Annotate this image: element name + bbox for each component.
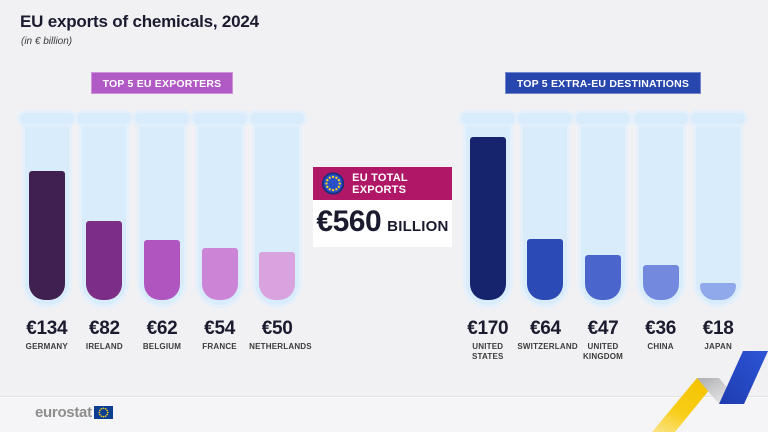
group-eu-exporters: TOP 5 EU EXPORTERS €134 GERMANY €82 IREL… <box>18 72 312 352</box>
test-tube-row: €170 UNITED STATES €64 SWITZERLAND €47 U… <box>459 113 747 363</box>
tube-body <box>580 119 625 305</box>
test-tube-column: €36 CHINA <box>632 113 690 363</box>
eu-flag-icon <box>322 172 345 195</box>
country-label: NETHERLANDS <box>249 342 312 351</box>
value-label: €50 <box>261 318 293 339</box>
tube-body <box>696 119 741 305</box>
extra-eu-destinations-badge: TOP 5 EXTRA-EU DESTINATIONS <box>504 72 702 94</box>
tube-lip <box>134 113 189 124</box>
country-label: BELGIUM <box>142 342 182 351</box>
test-tube-column: €64 SWITZERLAND <box>517 113 578 363</box>
tube-fill <box>143 240 180 300</box>
tube-lip <box>19 113 74 124</box>
test-tube-column: €54 FRANCE <box>191 113 249 352</box>
value-label: €62 <box>146 318 178 339</box>
test-tube-column: €18 JAPAN <box>689 113 747 363</box>
country-label: SWITZERLAND <box>517 342 578 351</box>
tube-lip <box>460 113 515 124</box>
tube-lip <box>575 113 630 124</box>
value-label: €36 <box>645 318 676 339</box>
tube-fill <box>86 221 123 300</box>
eu-exporters-badge: TOP 5 EU EXPORTERS <box>90 72 234 94</box>
test-tube-column: €82 IRELAND <box>76 113 134 352</box>
country-label: UNITED KINGDOM <box>582 342 624 362</box>
page-subtitle: (in € billion) <box>21 36 73 47</box>
tube-body <box>638 119 683 305</box>
value-label: €170 <box>467 318 509 339</box>
country-label: IRELAND <box>85 342 123 351</box>
tube-fill <box>584 255 621 300</box>
tube-fill <box>469 137 506 300</box>
eu-total-exports-badge: EU TOTAL EXPORTS <box>313 167 452 200</box>
tube-lip <box>250 113 305 124</box>
tube-fill <box>201 248 238 300</box>
eu-total-exports-block: EU TOTAL EXPORTS €560 BILLION <box>313 167 452 247</box>
total-value: €560 <box>316 205 382 238</box>
eurostat-logo: eurostat <box>35 404 113 421</box>
trend-arrow-decoration <box>652 351 768 432</box>
test-tube-column: €47 UNITED KINGDOM <box>574 113 632 363</box>
tube-body <box>197 119 242 305</box>
country-label: GERMANY <box>25 342 68 351</box>
tube-lip <box>192 113 247 124</box>
group-extra-eu-destinations: TOP 5 EXTRA-EU DESTINATIONS €170 UNITED … <box>459 72 747 363</box>
tube-body <box>255 119 300 305</box>
test-tube-column: €170 UNITED STATES <box>459 113 517 363</box>
tube-fill <box>700 283 737 300</box>
tube-lip <box>691 113 746 124</box>
eu-total-exports-label: EU TOTAL EXPORTS <box>352 171 408 196</box>
value-label: €82 <box>88 318 120 339</box>
value-label: €54 <box>204 318 235 339</box>
country-label: UNITED STATES <box>472 342 504 362</box>
eurostat-logo-text: eurostat <box>35 404 92 421</box>
tube-body <box>139 119 184 305</box>
country-label: FRANCE <box>202 342 237 351</box>
tube-body <box>523 119 568 305</box>
value-label: €64 <box>529 318 561 339</box>
test-tube-row: €134 GERMANY €82 IRELAND €62 BELGIUM €54… <box>18 113 312 352</box>
eu-flag-small-icon <box>93 406 113 419</box>
tube-lip <box>77 113 132 124</box>
total-unit: BILLION <box>387 218 449 235</box>
tube-body <box>82 119 127 305</box>
badge-row: TOP 5 EU EXPORTERS <box>18 72 306 94</box>
badge-row: TOP 5 EXTRA-EU DESTINATIONS <box>459 72 747 94</box>
tube-body <box>24 119 69 305</box>
tube-fill <box>28 171 65 300</box>
country-label: CHINA <box>647 342 674 351</box>
page-title: EU exports of chemicals, 2024 <box>20 12 259 31</box>
value-label: €47 <box>587 318 619 339</box>
tube-lip <box>633 113 688 124</box>
value-label: €18 <box>702 318 734 339</box>
tube-fill <box>527 239 564 300</box>
eu-total-exports-value-box: €560 BILLION <box>313 200 452 247</box>
test-tube-column: €62 BELGIUM <box>133 113 191 352</box>
tube-body <box>465 119 510 305</box>
country-label: JAPAN <box>704 342 732 351</box>
test-tube-column: €134 GERMANY <box>18 113 76 352</box>
test-tube-column: €50 NETHERLANDS <box>248 113 312 352</box>
tube-fill <box>642 265 679 300</box>
footer-bar: eurostat <box>0 396 768 432</box>
tube-lip <box>518 113 573 124</box>
value-label: €134 <box>26 318 68 339</box>
tube-fill <box>259 252 296 300</box>
